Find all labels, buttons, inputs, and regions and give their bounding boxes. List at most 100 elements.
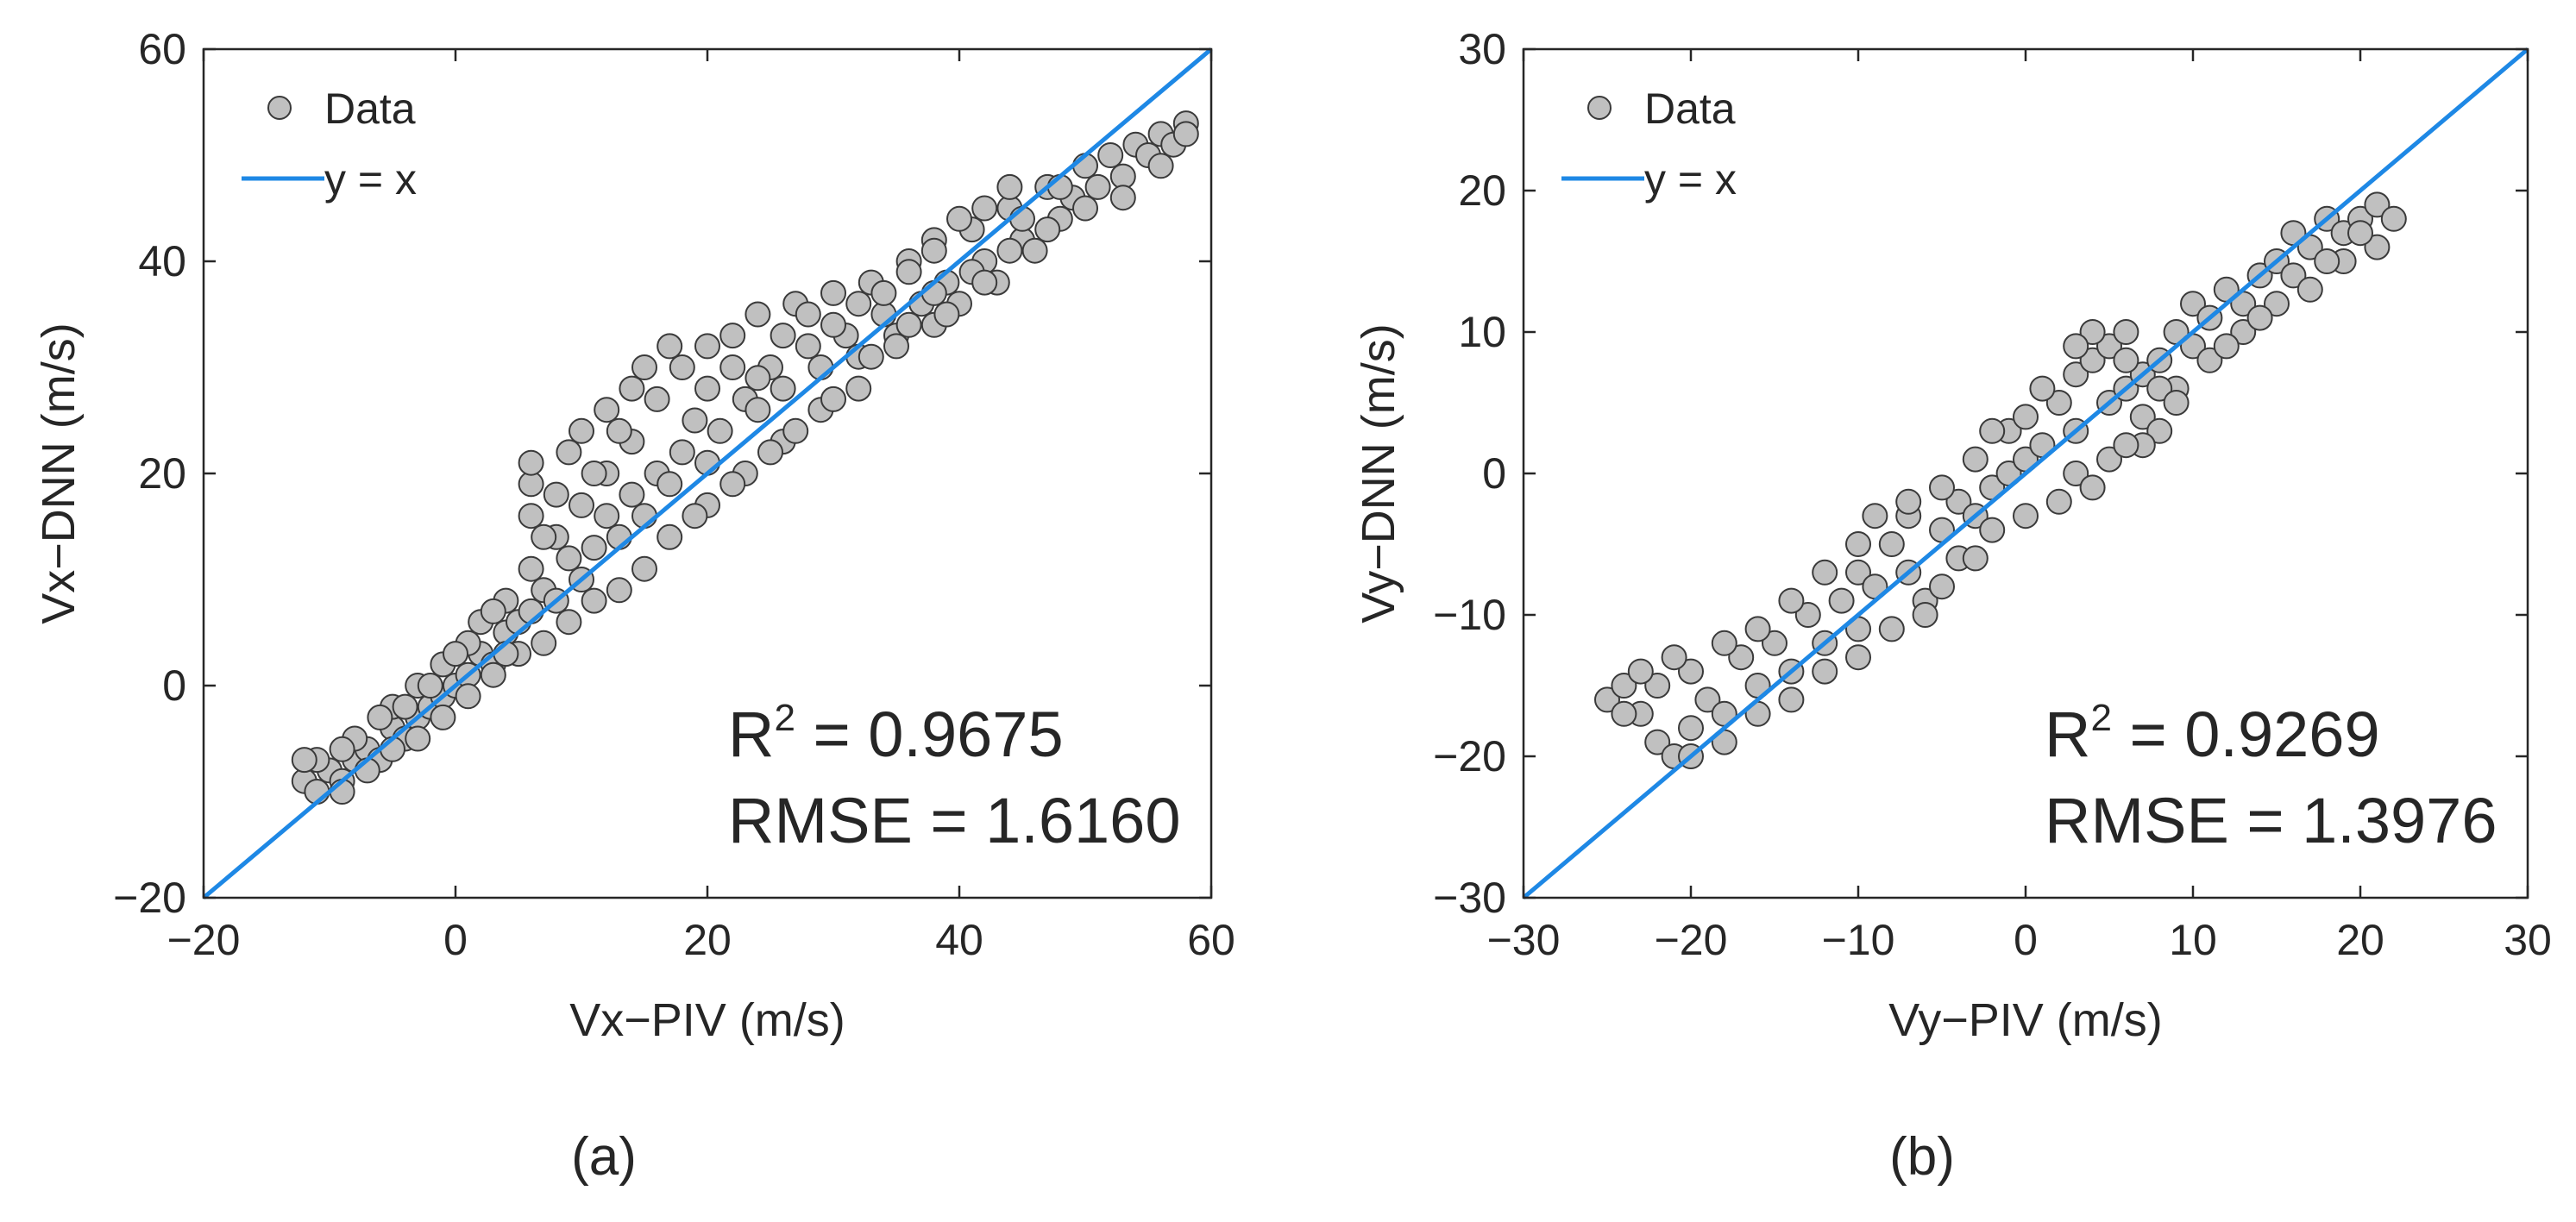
panel-b-data-point <box>2364 191 2391 218</box>
panel-b-data-point <box>1945 488 1972 515</box>
panel-b-x-tick-label: 30 <box>2504 916 2552 964</box>
panel-a-legend-line-label: y = x <box>324 155 417 204</box>
panel-a-data-point <box>531 523 557 550</box>
panel-b-data-point <box>2264 291 2290 317</box>
panel-a-y-tick-label: 20 <box>138 449 186 498</box>
panel-b-data-point <box>2196 347 2223 373</box>
panel-b-data-point <box>1644 673 1671 699</box>
panel-a-data-point <box>920 237 947 264</box>
panel-a-legend-data-label: Data <box>324 85 416 133</box>
panel-b-data-point <box>1845 559 1871 586</box>
panel-a-r2-value: = 0.9675 <box>795 699 1064 770</box>
panel-b-data-point <box>2096 446 2122 473</box>
panel-a-data-point <box>1084 173 1111 200</box>
panel-b-x-tick-label: 20 <box>2336 916 2384 964</box>
panel-b-data-point <box>2213 333 2240 360</box>
panel-b-data-point <box>2364 234 2391 260</box>
panel-a-x-tick-label: 60 <box>1187 916 1235 964</box>
panel-b-data-point <box>2280 262 2307 289</box>
panel-a-data-point <box>480 661 506 688</box>
panel-a-data-point <box>518 555 544 582</box>
panel-b-data-point <box>2079 319 2106 345</box>
panel-b-data-point <box>1728 644 1755 671</box>
panel-b-r2-superscript: 2 <box>2090 697 2111 739</box>
panel-a-data-point <box>1109 185 1136 211</box>
panel-a-r2-label: R <box>728 699 774 770</box>
panel-b-x-tick-label: 0 <box>2014 916 2038 964</box>
panel-b-data-point <box>2314 248 2340 274</box>
panel-b-data-point <box>2079 474 2106 501</box>
panel-a-data-point <box>606 417 632 444</box>
panel-b-data-point <box>2045 488 2072 515</box>
panel-a-rmse-annotation: RMSE = 1.6160 <box>728 785 1180 856</box>
panel-a-x-axis-label: Vx−PIV (m/s) <box>569 994 845 1046</box>
panel-b-caption: (b) <box>1889 1127 1955 1187</box>
panel-a-data-point <box>430 704 456 730</box>
panel-a-data-point <box>1172 121 1199 147</box>
panel-a-data-point <box>682 407 708 434</box>
panel-b-x-tick-label: −10 <box>1822 916 1895 964</box>
panel-b-rmse-annotation: RMSE = 1.3976 <box>2045 785 2497 856</box>
panel-b-data-point <box>2063 333 2089 360</box>
panel-a-data-point <box>392 693 418 720</box>
panel-b-x-tick-label: 10 <box>2169 916 2217 964</box>
panel-a-data-point <box>858 343 884 370</box>
panel-a-x-tick-label: 20 <box>683 916 732 964</box>
panel-b-y-tick-label: 10 <box>1458 308 1506 356</box>
panel-a-data-point <box>569 492 594 518</box>
panel-a-data-point <box>455 683 481 710</box>
panel-a-data-point <box>1021 237 1048 264</box>
panel-b-data-point <box>2113 432 2139 459</box>
panel-b-data-point <box>2129 404 2156 430</box>
panel-b-data-point <box>2246 304 2273 331</box>
panel-b-data-point <box>2013 503 2039 530</box>
panel-a-data-point <box>895 259 922 285</box>
panel-b-data-point <box>2146 375 2173 402</box>
panel-b-data-point <box>2113 319 2139 345</box>
panel-b-data-point <box>1812 658 1838 685</box>
panel-a-data-point <box>644 385 670 412</box>
panel-a-data-point <box>820 385 846 412</box>
panel-b-data-point <box>1962 446 1989 473</box>
panel-a-data-point <box>443 641 468 667</box>
panel-a-data-point <box>606 577 632 604</box>
panel-a-data-point <box>757 439 783 466</box>
panel-b-data-point <box>2045 390 2072 416</box>
panel-a-data-point <box>1072 195 1098 222</box>
panel-a-data-point <box>405 725 431 752</box>
panel-b-data-point <box>1845 531 1871 557</box>
panel-b-data-point <box>2013 404 2039 430</box>
panel-a-data-point <box>745 397 771 423</box>
panel-b-x-axis-label: Vy−PIV (m/s) <box>1888 994 2163 1046</box>
panel-a-data-point <box>895 311 922 338</box>
panel-a-data-point <box>971 195 998 222</box>
panel-a-data-point <box>631 555 657 582</box>
panel-b-data-point <box>1979 517 2006 543</box>
panel-b-data-point <box>1594 686 1620 713</box>
panel-b-data-point <box>2163 390 2190 416</box>
panel-b-y-tick-label: −10 <box>1433 591 1506 639</box>
panel-a-y-tick-label: −20 <box>113 874 186 922</box>
panel-a-data-point <box>682 503 708 530</box>
panel-a-data-point <box>669 354 695 380</box>
panel-a-data-point <box>795 301 821 328</box>
panel-a-caption: (a) <box>571 1127 637 1187</box>
panel-b-data-point <box>1794 602 1821 628</box>
panel-b-scatter-points <box>1594 191 2407 769</box>
panel-a-data-point <box>845 291 872 317</box>
panel-b-data-point <box>2063 361 2089 388</box>
panel-b-data-point <box>2380 205 2407 232</box>
panel-a-data-point <box>594 503 620 530</box>
panel-a-data-point <box>619 375 645 402</box>
panel-a-identity-line <box>202 47 1213 899</box>
panel-b-data-point <box>1929 474 1955 501</box>
panel-b-data-point <box>2296 276 2323 303</box>
panel-a-scatter-points <box>291 110 1199 805</box>
panel-a-data-point <box>619 481 645 508</box>
panel-b-y-axis-label: Vy−DNN (m/s) <box>1353 323 1404 624</box>
panel-b-r2-annotation: R2 = 0.9269 <box>2045 697 2380 770</box>
panel-b-r2-label: R <box>2045 699 2090 770</box>
panel-b-data-point <box>1611 673 1637 699</box>
panel-b-data-point <box>1812 559 1838 586</box>
panel-a-data-point <box>996 237 1023 264</box>
